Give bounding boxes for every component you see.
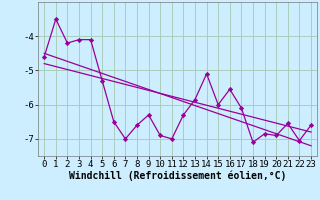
- X-axis label: Windchill (Refroidissement éolien,°C): Windchill (Refroidissement éolien,°C): [69, 171, 286, 181]
